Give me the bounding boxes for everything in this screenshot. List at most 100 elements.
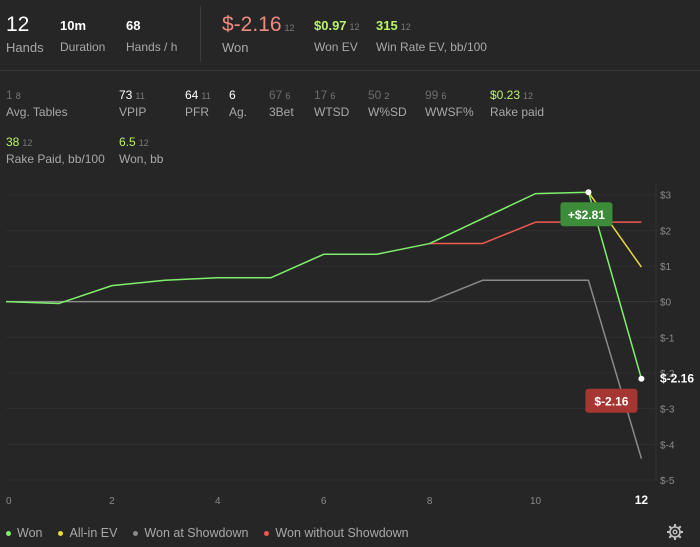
stat-label: Hands	[6, 40, 44, 55]
stat-value: 99	[425, 88, 439, 102]
stat-wtsd: 17 6 WTSD	[314, 87, 349, 119]
stat-value: 10m	[60, 18, 87, 33]
y-tick-label: $3	[660, 191, 672, 202]
legend-item-won[interactable]: Won	[6, 526, 42, 540]
profit-chart[interactable]: $3 $2 $1 $0 $-1 $-2 $-3 $-4 $-5 0 2 4 6 8 10 12 +$2.81 $-…	[0, 180, 700, 520]
stat-count: 6	[285, 91, 291, 101]
legend-label: Won	[17, 526, 43, 540]
data-point	[585, 189, 592, 196]
stat-label: W%SD	[368, 105, 407, 119]
legend-item-won-at-showdown[interactable]: Won at Showdown	[133, 526, 248, 540]
stat-count: 12	[400, 22, 411, 32]
stat-won-bb: 6.5 12 Won, bb	[119, 134, 163, 166]
y-tick-label: $-5	[660, 476, 675, 487]
stat-label: Won	[222, 40, 249, 55]
callout-box	[560, 202, 613, 227]
data-point	[638, 375, 645, 382]
stat-value: 6.5	[119, 135, 136, 149]
stat-wwsf: 99 6 WWSF%	[425, 87, 474, 119]
stat-count: 12	[22, 138, 33, 148]
stat-won: $-2.16 12 Won	[222, 12, 295, 55]
stat-rake-paid: $0.23 12 Rake paid	[490, 87, 544, 119]
x-tick-label: 6	[321, 496, 327, 507]
stat-label: PFR	[185, 105, 209, 119]
stat-value: 1	[6, 88, 13, 102]
stat-label: Hands / h	[126, 40, 178, 54]
stat-won-ev: $0.97 12 Won EV	[314, 18, 360, 54]
series-line-won	[5, 191, 643, 379]
gear-icon[interactable]	[666, 523, 684, 541]
legend-item-all-in-ev[interactable]: All-in EV	[58, 526, 117, 540]
stat-value: $0.97	[314, 18, 347, 33]
stat-label: Won EV	[314, 40, 358, 54]
stat-count: 11	[201, 91, 211, 101]
stat-label: Rake Paid, bb/100	[6, 152, 105, 166]
stat-value: $0.23	[490, 88, 521, 102]
callout-box	[585, 388, 638, 413]
stat-count: 12	[284, 23, 295, 33]
stat-value: 64	[185, 88, 199, 102]
legend-item-won-without-showdown[interactable]: Won without Showdown	[264, 526, 409, 540]
stat-count: 6	[330, 91, 336, 101]
stat-3bet: 67 6 3Bet	[269, 87, 294, 119]
y-tick-label: $1	[660, 262, 672, 273]
stat-vpip: 73 11 VPIP	[119, 87, 146, 119]
x-tick-label: 8	[427, 496, 433, 507]
stat-value: 6	[229, 88, 236, 102]
stat-label: WTSD	[314, 105, 350, 119]
y-tick-label: $-1	[660, 333, 675, 344]
stat-count: 11	[135, 91, 145, 101]
stat-hands-per-hour: 68 Hands / h	[126, 18, 177, 54]
legend-marker	[58, 530, 64, 536]
x-tick-label: 4	[215, 496, 221, 507]
stat-label: Win Rate EV, bb/100	[376, 40, 487, 54]
stat-count: 12	[523, 91, 534, 101]
stat-count: 2	[384, 91, 390, 101]
stat-label: Duration	[60, 40, 106, 54]
value-callout: +$2.81	[560, 202, 613, 227]
legend-label: Won at Showdown	[144, 526, 249, 540]
chart-legend: Won All-in EV Won at Showdown Won withou…	[6, 526, 409, 540]
legend-marker	[133, 530, 139, 536]
stat-label: Ag.	[229, 105, 248, 119]
x-tick-label: 12	[635, 493, 649, 507]
stat-value: 12	[6, 13, 30, 36]
stat-value: 17	[314, 88, 328, 102]
section-divider	[0, 70, 700, 71]
stat-pfr: 64 11 PFR	[185, 87, 211, 119]
stat-label: VPIP	[119, 105, 147, 119]
stat-win-rate-ev: 315 12 Win Rate EV, bb/100	[376, 18, 487, 54]
stat-value: 68	[126, 18, 141, 33]
stat-count: 12	[349, 22, 360, 32]
stat-value: 67	[269, 88, 283, 102]
callout-label: $-2.16	[594, 395, 628, 409]
callout-label: +$2.81	[568, 208, 605, 222]
stat-aggression: 6 Ag.	[229, 87, 247, 119]
stat-count: 8	[15, 91, 21, 101]
y-tick-label: $-2	[660, 369, 675, 380]
y-tick-label: $2	[660, 226, 672, 237]
y-tick-label: $-4	[660, 440, 675, 451]
stat-wsd: 50 2 W%SD	[368, 87, 407, 119]
x-tick-label: 10	[530, 496, 542, 507]
legend-marker	[6, 530, 11, 536]
value-callout: $-2.16	[585, 388, 638, 413]
stat-label: Rake paid	[490, 105, 545, 119]
header-divider	[200, 6, 201, 62]
stat-duration: 10m Duration	[60, 18, 105, 54]
stat-value: 38	[6, 135, 20, 149]
stat-value: 315	[376, 18, 398, 33]
y-tick-label: $0	[660, 298, 672, 309]
x-tick-label: 2	[109, 496, 115, 507]
stat-label: Avg. Tables	[6, 105, 68, 119]
stat-label: 3Bet	[269, 105, 294, 119]
y-tick-label: $-3	[660, 405, 675, 416]
stat-count: 12	[138, 138, 149, 148]
legend-marker	[264, 530, 270, 536]
stat-rake-bb100: 38 12 Rake Paid, bb/100	[6, 134, 105, 166]
series-line-won-at-showdown	[6, 279, 643, 459]
x-tick-label: 0	[6, 496, 12, 507]
stat-value: $-2.16	[222, 13, 282, 36]
legend-label: Won without Showdown	[275, 526, 409, 540]
